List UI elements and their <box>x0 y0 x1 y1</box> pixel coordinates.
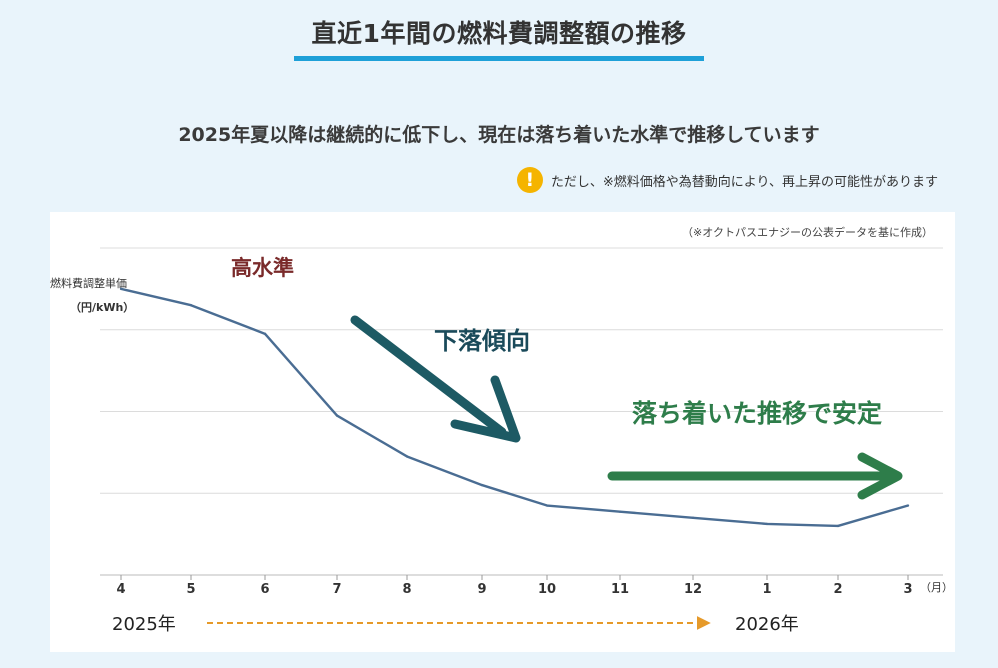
chart-panel: （※オクトパスエナジーの公表データを基に作成） 燃料費調整単価 （円/kWh） … <box>50 212 955 652</box>
y-axis-label: 燃料費調整単価 （円/kWh） <box>50 272 140 320</box>
series-points <box>119 287 910 528</box>
line-chart: 4 5 6 7 8 9 10 11 12 1 2 3 （月） <box>100 247 953 630</box>
x-tick-label: 2 <box>833 582 842 597</box>
x-tick-label: 4 <box>116 582 125 597</box>
y-axis-label-line1: 燃料費調整単価 <box>50 277 127 290</box>
falling-arrow <box>350 315 521 443</box>
x-tick-label: 3 <box>903 582 912 597</box>
caution-note: ! ただし、※燃料価格や為替動向により、再上昇の可能性があります <box>516 167 938 193</box>
data-point <box>189 304 193 307</box>
x-tick-label: 8 <box>402 582 411 597</box>
data-point <box>765 522 769 526</box>
caution-text: ただし、※燃料価格や為替動向により、再上昇の可能性があります <box>550 174 938 190</box>
data-point <box>119 287 123 291</box>
x-axis-ticks: 4 5 6 7 8 9 10 11 12 1 2 3 <box>116 575 913 597</box>
y-axis-unit: （円/kWh） <box>70 301 135 314</box>
x-tick-label: 6 <box>260 582 269 597</box>
callout-high-level: 高水準 <box>231 256 294 280</box>
warning-icon: ! <box>516 167 543 193</box>
data-point <box>335 414 339 417</box>
grid-lines <box>100 247 943 494</box>
stable-arrow <box>607 452 903 500</box>
title-wrap: 直近1年間の燃料費調整額の推移 <box>0 14 998 61</box>
data-point <box>263 332 267 336</box>
page-title: 直近1年間の燃料費調整額の推移 <box>293 14 705 61</box>
data-point <box>480 483 484 487</box>
data-point <box>545 504 549 507</box>
series-line-fuel-adjustment <box>120 287 909 528</box>
callout-stable: 落ち着いた推移で安定 <box>632 399 883 428</box>
data-point <box>836 524 840 528</box>
callout-falling-trend: 下落傾向 <box>434 327 530 355</box>
x-tick-label: 1 <box>762 582 771 597</box>
data-point <box>618 510 622 513</box>
x-tick-label: 11 <box>611 582 629 597</box>
x-tick-label: 10 <box>538 582 556 597</box>
x-tick-label: 12 <box>684 582 702 597</box>
year-label-end: 2026年 <box>735 614 799 635</box>
source-note: （※オクトパスエナジーの公表データを基に作成） <box>682 226 933 239</box>
x-tick-label: 7 <box>332 582 341 597</box>
x-axis-unit-label: （月） <box>920 581 953 594</box>
x-tick-label: 5 <box>186 582 195 597</box>
year-label-start: 2025年 <box>112 614 176 635</box>
data-point <box>906 504 910 507</box>
data-point <box>691 516 695 519</box>
x-tick-label: 9 <box>477 582 486 597</box>
data-point <box>405 455 409 458</box>
subtitle: 2025年夏以降は継続的に低下し、現在は落ち着いた水準で推移しています <box>178 124 820 146</box>
